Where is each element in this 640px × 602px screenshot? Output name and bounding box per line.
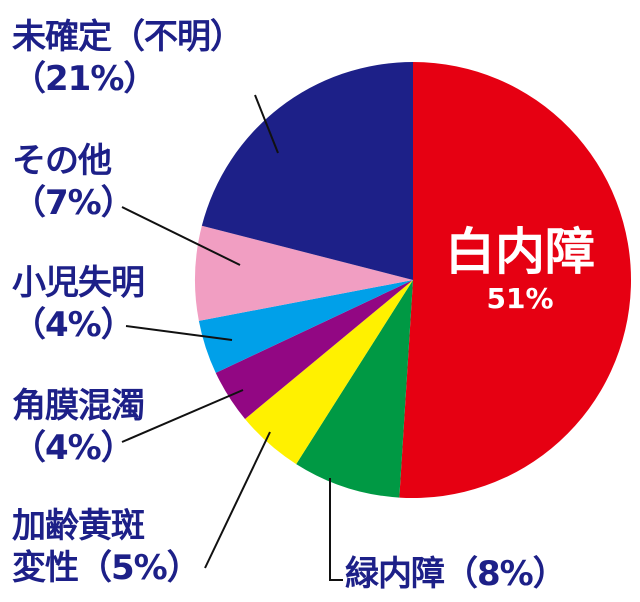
leader-line	[204, 431, 271, 569]
value-label: （8%）	[444, 554, 567, 594]
pie-slice	[201, 62, 413, 280]
pie-slice	[215, 280, 413, 419]
category-label: 未確定（不明）	[12, 17, 244, 57]
value-label: （7%）	[12, 183, 135, 223]
leader-line	[125, 325, 233, 341]
category-label: 白内障	[445, 223, 595, 281]
pie-slice	[296, 280, 413, 498]
leader-line	[254, 94, 279, 154]
category-label: 加齢黄斑変性	[12, 506, 145, 588]
value-label: （4%）	[12, 428, 135, 468]
value-label: （21%）	[12, 59, 157, 99]
pie-slice	[195, 225, 413, 321]
slice-label: 加齢黄斑変性（5%）	[12, 506, 201, 588]
slice-label: 緑内障（8%）	[345, 553, 640, 595]
slice-label: その他 （7%）	[12, 140, 262, 224]
category-label: その他	[12, 141, 112, 181]
pie-slice	[198, 280, 413, 373]
category-label: 角膜混濁	[12, 386, 145, 426]
leader-line	[121, 206, 241, 266]
value-label: （4%）	[12, 305, 135, 345]
leader-line	[329, 478, 343, 581]
category-label: 小児失明	[12, 263, 145, 303]
slice-label: 小児失明 （4%）	[12, 262, 262, 346]
category-label: 緑内障	[345, 554, 445, 594]
slice-label: 角膜混濁 （4%）	[12, 385, 262, 469]
slice-label: 白内障 51%	[430, 222, 610, 316]
slice-label: 未確定（不明） （21%）	[12, 16, 272, 100]
pie-slice	[245, 280, 413, 465]
pie-slice	[399, 62, 632, 499]
leader-line	[121, 389, 244, 443]
value-label: 51%	[486, 282, 554, 315]
